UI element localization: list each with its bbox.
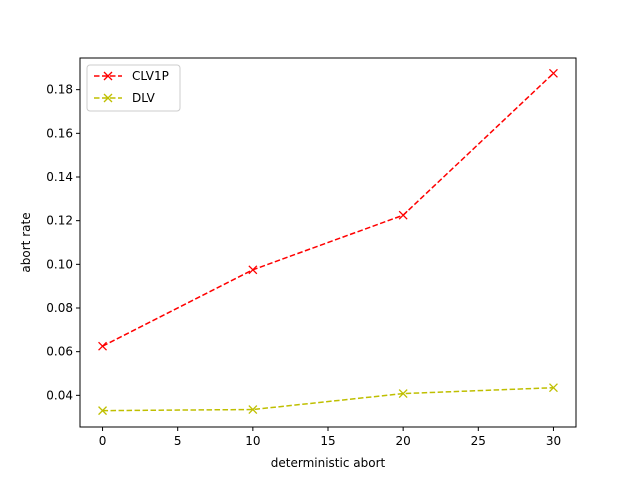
x-tick-label: 25 [471,434,486,448]
data-point-marker [548,383,558,393]
legend: CLV1P DLV [86,64,181,112]
y-axis-label: abort rate [19,212,33,272]
y-tick-label: 0.08 [46,301,73,315]
x-tick-label: 10 [245,434,260,448]
x-tick-label: 0 [99,434,107,448]
data-point-marker [548,68,558,78]
y-tick-label: 0.18 [46,83,73,97]
y-tick-label: 0.16 [46,126,73,140]
legend-marker [103,71,113,81]
legend-label: DLV [132,91,156,105]
data-point-marker [248,405,258,414]
series-layer [98,68,558,416]
series-clv1p [98,68,558,351]
legend-marker [103,93,113,103]
series-line [102,72,554,347]
x-tick-label: 5 [174,434,182,448]
y-tick-label: 0.14 [46,170,73,184]
legend-item: CLV1P [94,69,169,83]
legend-item: DLV [94,91,156,105]
x-tick-label: 20 [396,434,411,448]
data-point-marker [98,341,108,351]
x-tick-label: 15 [320,434,335,448]
x-axis: 0 5 10 15 20 25 30 [99,427,561,448]
data-point-marker [398,210,408,220]
x-tick-label: 30 [546,434,561,448]
y-tick-label: 0.06 [46,345,73,359]
x-axis-label: deterministic abort [271,456,386,470]
y-tick-label: 0.04 [46,388,73,402]
legend-label: CLV1P [132,69,169,83]
y-axis: 0.04 0.06 0.08 0.10 0.12 0.14 0.16 0.18 [46,83,80,402]
data-point-marker [398,389,408,399]
series-dlv [98,383,558,416]
y-tick-label: 0.10 [46,257,73,271]
series-line [102,386,554,412]
data-point-marker [98,406,108,416]
y-tick-label: 0.12 [46,214,73,228]
data-point-marker [248,265,258,275]
